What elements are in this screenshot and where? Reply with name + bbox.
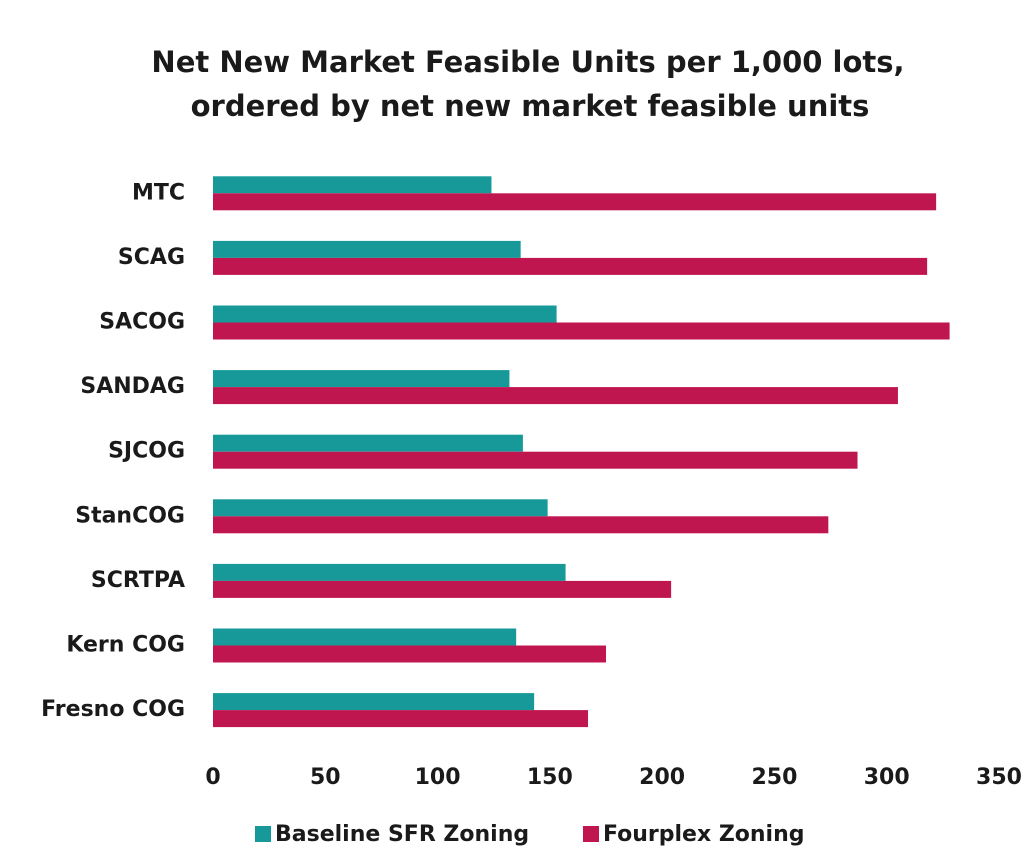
y-tick-label: StanCOG [75,503,185,528]
bar [213,516,829,534]
x-tick-label: 0 [205,765,220,790]
legend-label: Fourplex Zoning [603,822,805,847]
x-tick-label: 200 [639,765,685,790]
y-tick-label: MTC [132,180,185,205]
x-tick-label: 50 [310,765,341,790]
bar [213,563,566,581]
x-tick-label: 150 [527,765,573,790]
x-tick-label: 300 [864,765,910,790]
chart-title: ordered by net new market feasible units [191,89,870,123]
legend-swatch [583,826,599,842]
y-tick-label: SACOG [99,310,185,335]
y-tick-label: Fresno COG [41,697,185,722]
bar [213,628,517,646]
legend-swatch [255,826,271,842]
bar [213,580,672,598]
bar [213,387,898,405]
y-tick-label: SCAG [118,245,185,270]
bar [213,305,557,323]
bar [213,257,928,275]
bar [213,645,606,663]
y-tick-label: Kern COG [66,633,185,658]
chart-title: Net New Market Feasible Units per 1,000 … [151,45,904,79]
y-tick-label: SANDAG [80,374,185,399]
bar [213,710,589,728]
bar [213,322,950,340]
bar [213,499,548,517]
bar [213,693,535,711]
bar [213,240,521,258]
bar [213,193,937,211]
bar [213,434,523,452]
legend-label: Baseline SFR Zoning [275,822,529,847]
x-tick-label: 100 [415,765,461,790]
x-tick-label: 250 [751,765,797,790]
y-tick-label: SJCOG [108,439,185,464]
x-tick-label: 350 [976,765,1022,790]
bar [213,370,510,388]
bar [213,451,858,469]
bar [213,176,492,194]
y-tick-label: SCRTPA [91,568,185,593]
